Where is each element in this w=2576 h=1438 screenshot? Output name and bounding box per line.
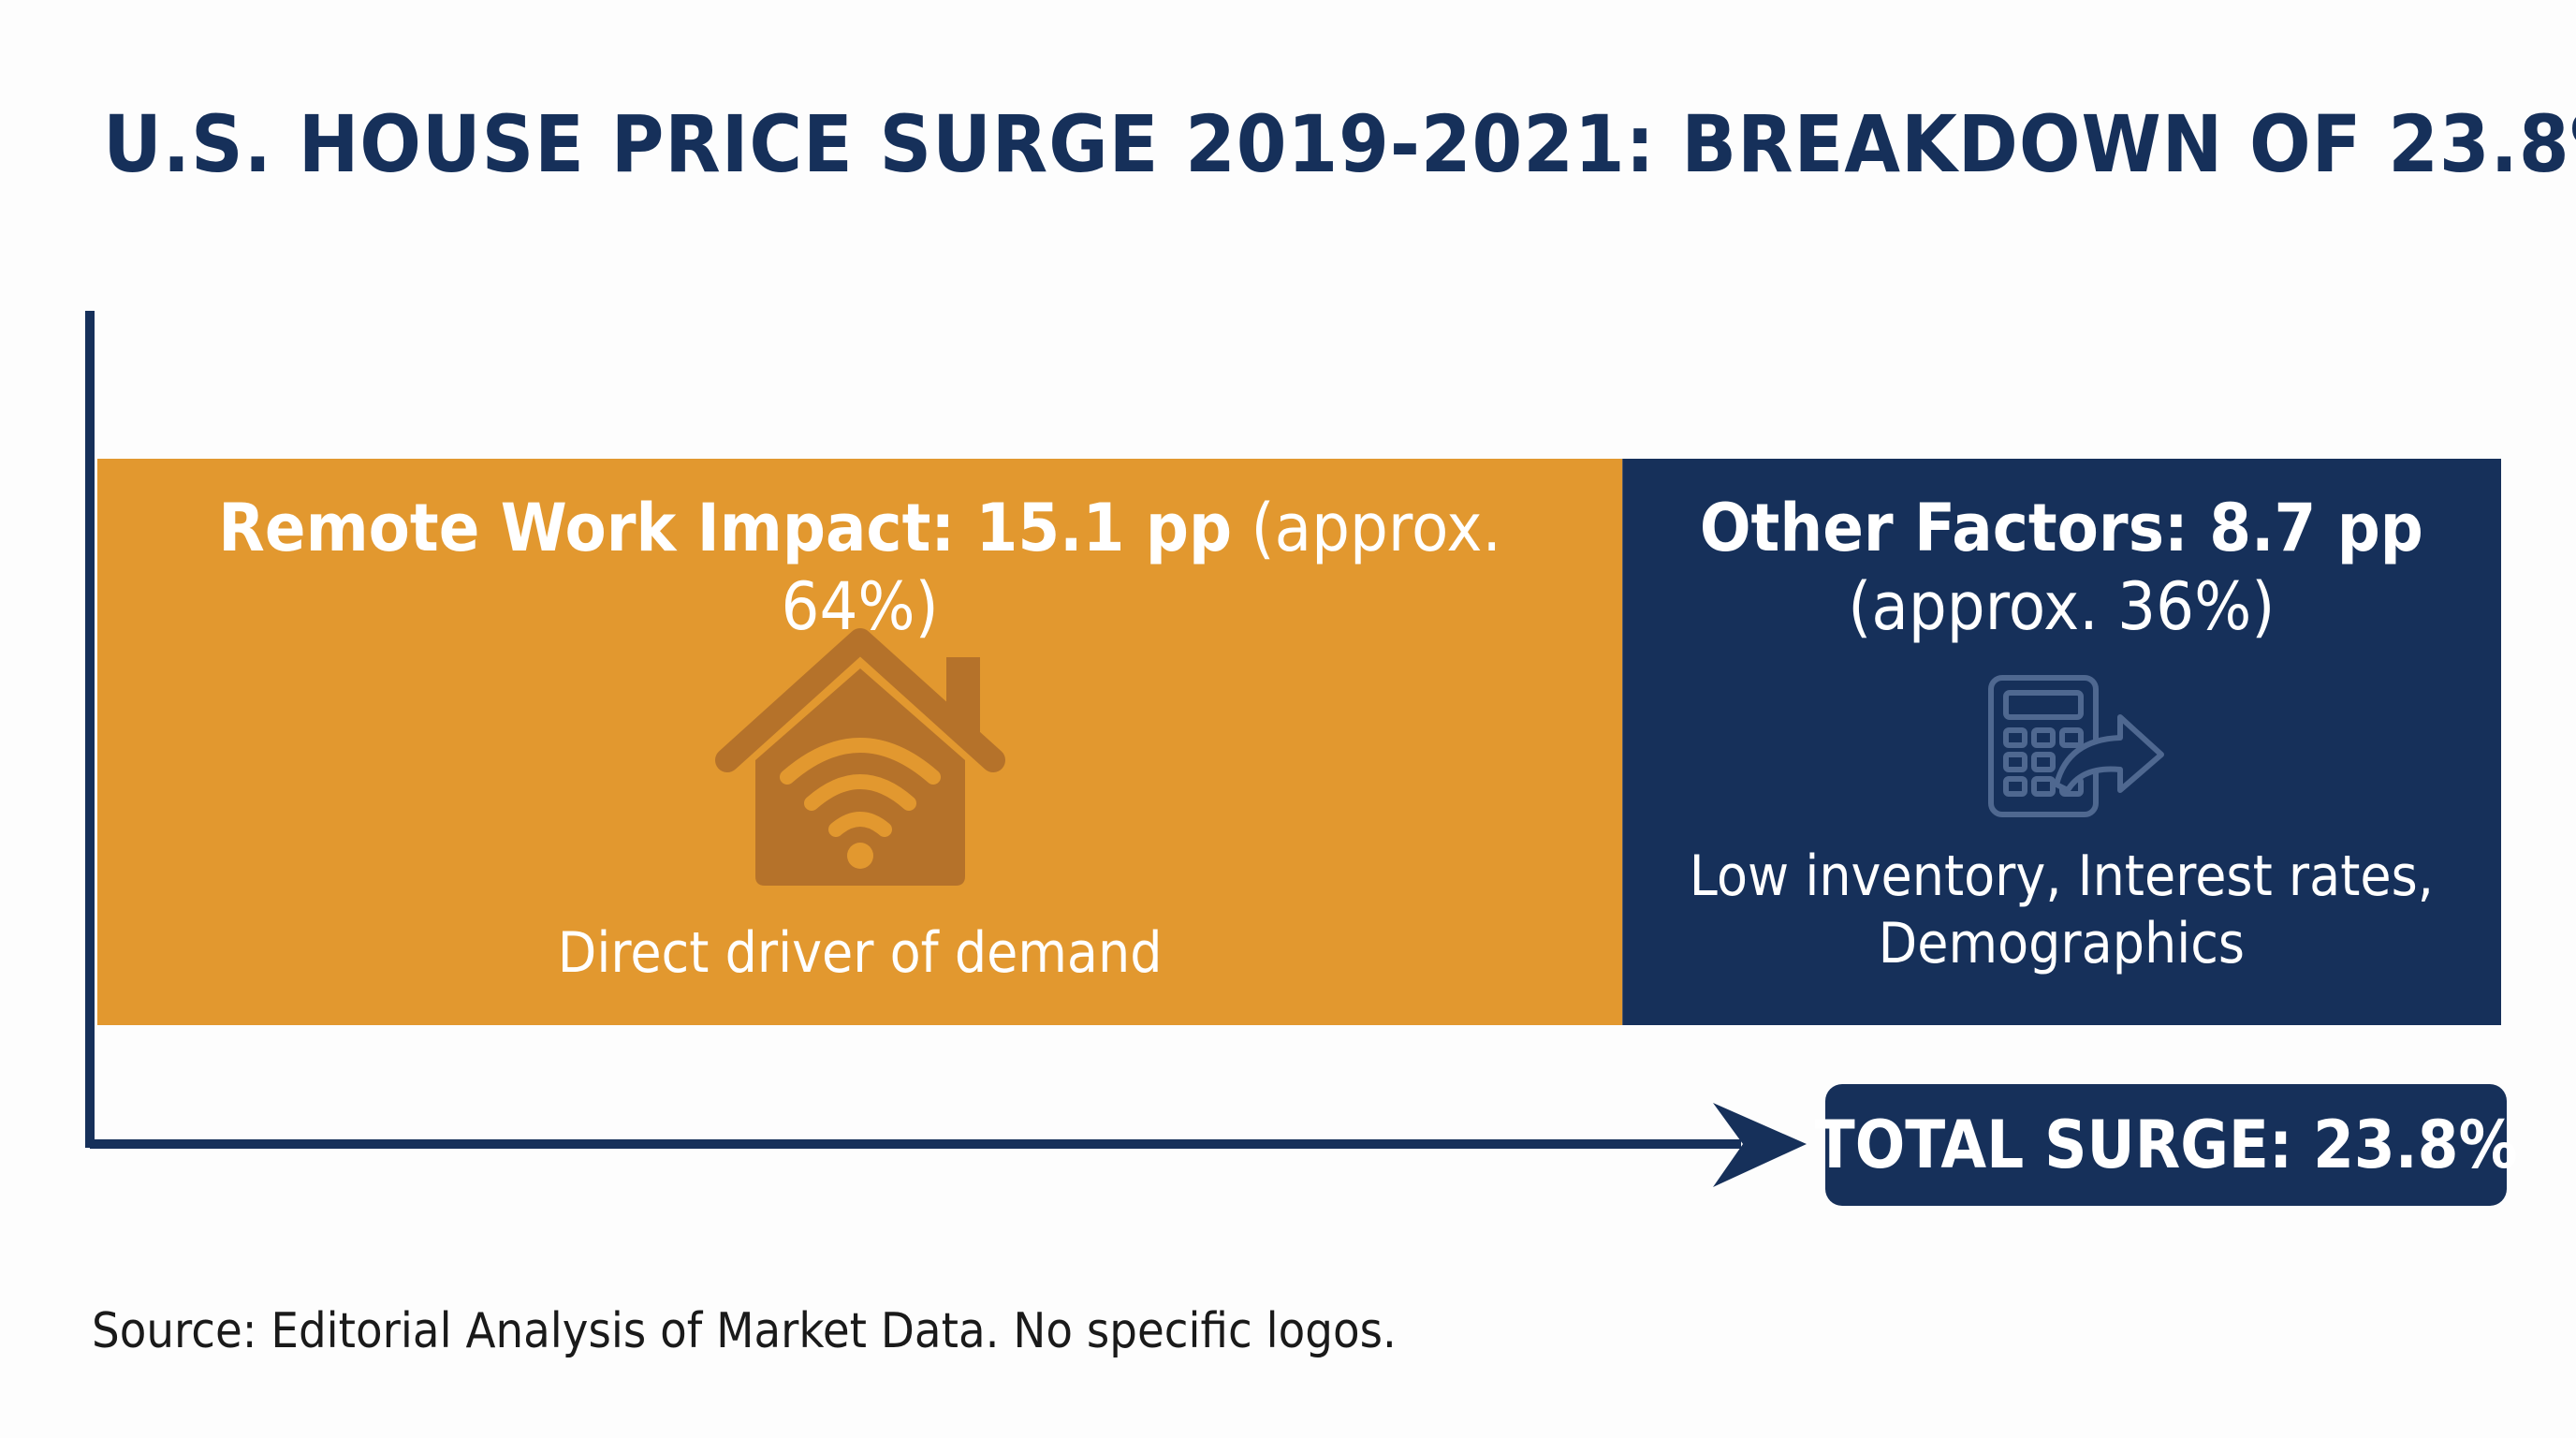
other-segment-value-label: Other Factors: 8.7 pp (1700, 490, 2424, 566)
other-segment-share-label: (approx. 36%) (1848, 568, 2276, 645)
remote-segment-content: Remote Work Impact: 15.1 pp (approx. 64%… (97, 489, 1622, 646)
other-segment-heading: Other Factors: 8.7 pp (approx. 36%) (1658, 489, 2466, 646)
source-note: Source: Editorial Analysis of Market Dat… (92, 1303, 1397, 1359)
remote-segment-share-label: (approx. 64%) (781, 490, 1501, 645)
chart-title: U.S. HOUSE PRICE SURGE 2019-2021: BREAKD… (103, 98, 2576, 190)
remote-segment-heading: Remote Work Impact: 15.1 pp (approx. 64%… (158, 489, 1561, 646)
calculator-arrow-icon (1978, 672, 2165, 827)
total-surge-badge: TOTAL SURGE: 23.8% (1815, 1084, 2517, 1206)
other-segment-description-line-2: Demographics (1878, 911, 2246, 976)
other-segment-description-box: Low inventory, Interest rates, Demograph… (1622, 843, 2501, 977)
other-segment-description-line-1: Low inventory, Interest rates, (1690, 844, 2435, 909)
remote-segment-description-box: Direct driver of demand (97, 919, 1622, 987)
remote-segment-description: Direct driver of demand (557, 920, 1163, 986)
axes (85, 311, 1807, 1187)
total-surge-label: TOTAL SURGE: 23.8% (1814, 1107, 2518, 1183)
house-wifi-icon (710, 620, 1010, 905)
remote-segment-value-label: Remote Work Impact: 15.1 pp (218, 490, 1233, 566)
arrowhead-icon (1713, 1103, 1807, 1187)
other-segment-content: Other Factors: 8.7 pp (approx. 36%) (1622, 489, 2501, 646)
other-segment-description: Low inventory, Interest rates, Demograph… (1666, 843, 2457, 977)
